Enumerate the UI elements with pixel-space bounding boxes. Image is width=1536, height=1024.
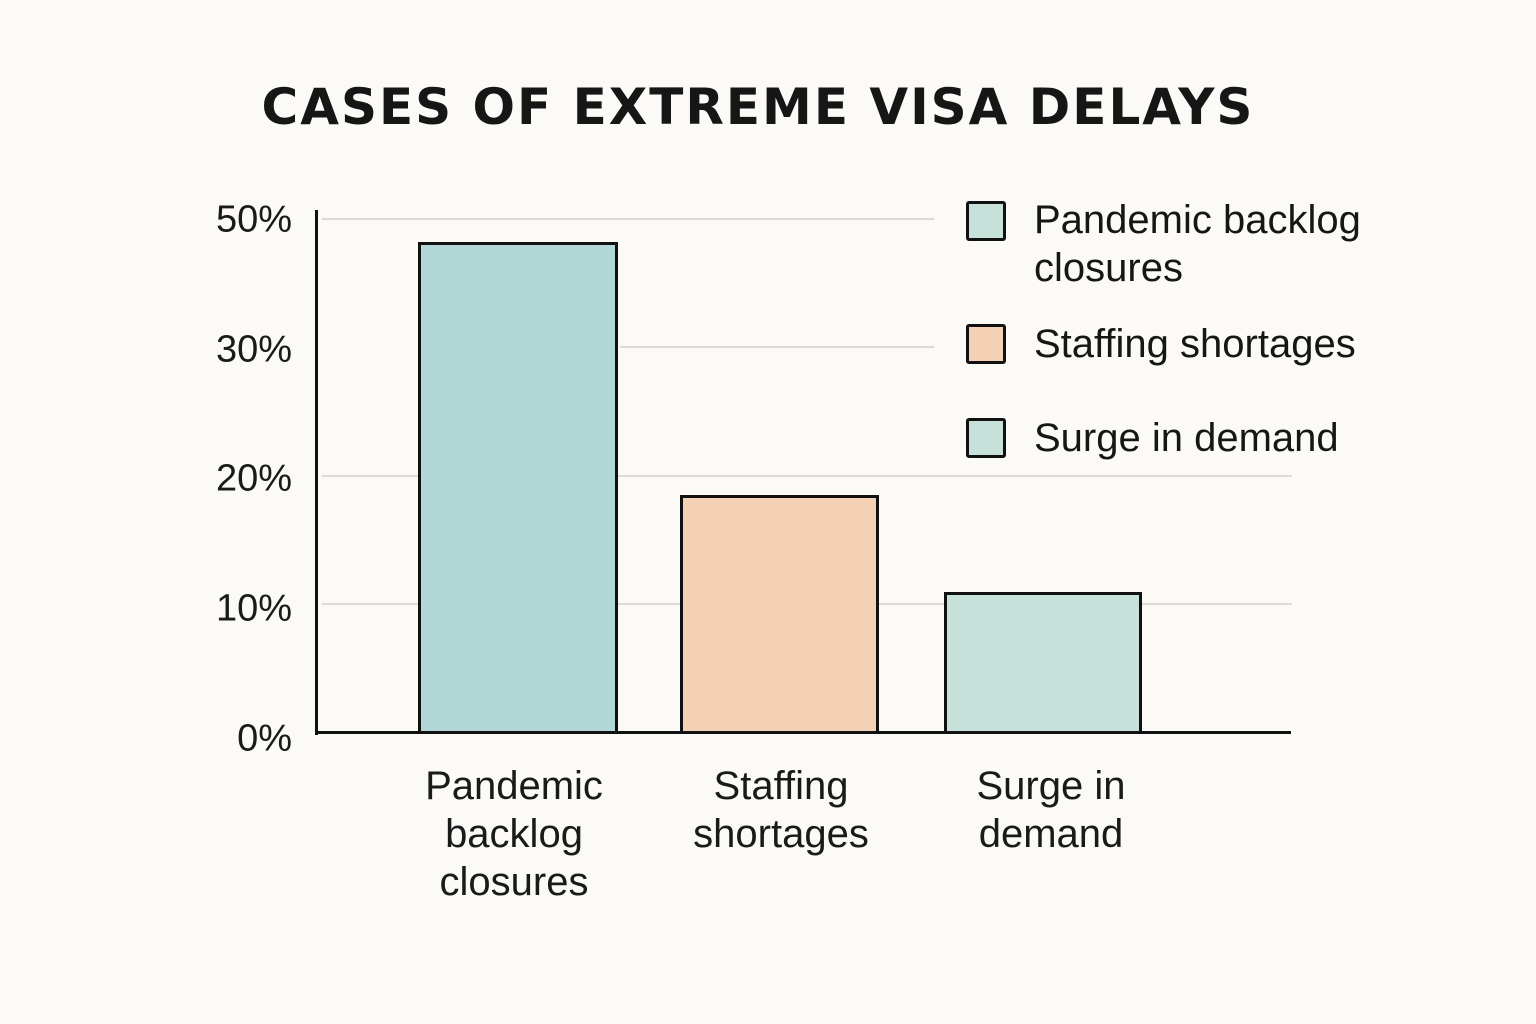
gridline-30 bbox=[620, 346, 934, 348]
x-label-surge-in-demand: Surge in demand bbox=[976, 764, 1126, 856]
chart-title: CASES OF EXTREME VISA DELAYS bbox=[261, 78, 1255, 136]
y-tick-label: 0% bbox=[237, 717, 292, 760]
y-tick-label: 50% bbox=[215, 198, 292, 241]
legend-swatch-icon bbox=[966, 418, 1006, 458]
gridline-50 bbox=[322, 218, 934, 220]
bar-pandemic-backlog-closures[interactable] bbox=[418, 242, 618, 732]
bar-staffing-shortages[interactable] bbox=[680, 495, 879, 732]
y-tick-label: 10% bbox=[215, 587, 292, 630]
x-label-pandemic-backlog-closures: Pandemic backlog closures bbox=[425, 764, 603, 904]
legend-label: Pandemic backlog closures bbox=[1034, 198, 1361, 290]
x-label-staffing-shortages: Staffing shortages bbox=[693, 764, 869, 856]
y-axis-line bbox=[315, 210, 318, 735]
x-axis-line bbox=[315, 731, 1291, 734]
legend-swatch-icon bbox=[966, 201, 1006, 241]
legend-label: Staffing shortages bbox=[1034, 322, 1356, 366]
gridline-20 bbox=[322, 475, 1292, 477]
bar-surge-in-demand[interactable] bbox=[944, 592, 1142, 732]
y-tick-label: 30% bbox=[215, 328, 292, 371]
legend-label: Surge in demand bbox=[1034, 416, 1339, 460]
legend-swatch-icon bbox=[966, 324, 1006, 364]
y-tick-label: 20% bbox=[215, 457, 292, 500]
